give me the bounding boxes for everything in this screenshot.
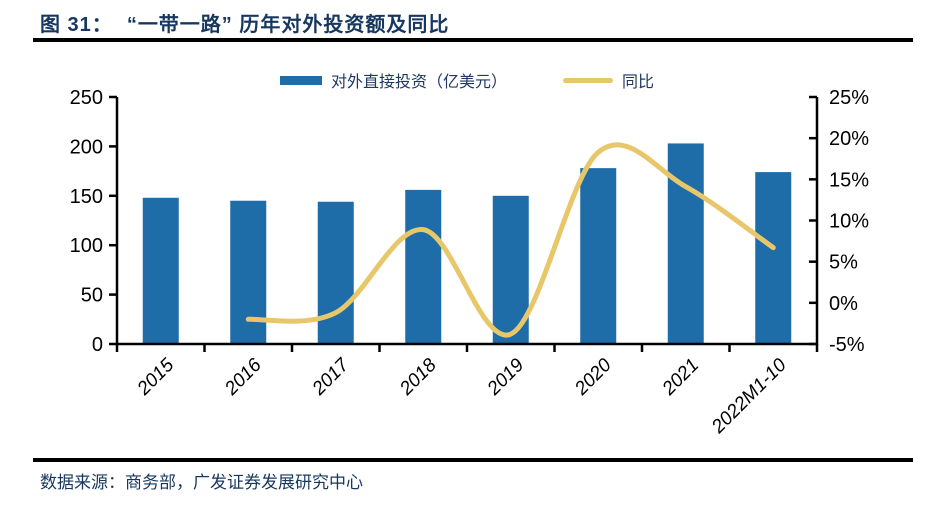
right-axis-label: 5% <box>829 252 858 274</box>
x-axis-label-2021: 2021 <box>658 355 703 400</box>
bar-2022M1-10 <box>755 172 792 344</box>
x-axis-label-2017: 2017 <box>308 354 354 400</box>
figure-title-text: “一带一路” 历年对外投资额及同比 <box>126 14 450 36</box>
legend-item-investment: 对外直接投资（亿美元） <box>279 68 507 92</box>
left-axis-label: 200 <box>70 136 103 158</box>
right-axis-label: 25% <box>829 87 869 109</box>
x-axis-label-2022M1-10: 2022M1-10 <box>707 354 791 438</box>
x-axis-label-2015: 2015 <box>133 354 179 400</box>
x-axis-label-2016: 2016 <box>220 354 266 400</box>
left-axis-label: 150 <box>70 186 103 208</box>
x-axis-label-2018: 2018 <box>395 354 441 400</box>
chart-legend: 对外直接投资（亿美元） 同比 <box>117 68 817 92</box>
legend-label-investment: 对外直接投资（亿美元） <box>330 74 507 91</box>
right-axis-label: 10% <box>829 211 869 233</box>
left-axis-label: 100 <box>70 235 103 257</box>
footer-divider <box>33 458 913 462</box>
figure-number: 图 31： <box>40 14 113 36</box>
bar-series-swatch <box>279 75 322 85</box>
right-axis-label: 20% <box>829 128 869 150</box>
legend-item-yoy: 同比 <box>563 68 654 92</box>
right-axis-label: 0% <box>829 293 858 315</box>
bar-2017 <box>317 201 354 344</box>
line-series-swatch <box>563 77 613 83</box>
legend-label-yoy: 同比 <box>622 74 655 91</box>
left-axis-label: 0 <box>92 334 103 356</box>
bar-2018 <box>405 189 442 344</box>
bar-2015 <box>142 197 179 344</box>
bar-2016 <box>230 200 267 344</box>
combo-chart: 0 50 100 150 200 250 -5% 0% 5% 10% 15% 20% 25% 2015 20… <box>70 87 870 438</box>
bar-2020 <box>580 168 617 344</box>
figure-title: 图 31： “一带一路” 历年对外投资额及同比 <box>40 8 449 37</box>
bar-2021 <box>667 143 704 344</box>
yoy-line <box>245 142 776 338</box>
x-axis-label-2020: 2020 <box>570 354 616 400</box>
right-axis-label: -5% <box>829 334 865 356</box>
data-source: 数据来源：商务部，广发证券发展研究中心 <box>40 473 363 492</box>
title-divider <box>33 38 913 42</box>
x-axis-label-2019: 2019 <box>483 354 529 400</box>
left-axis-label: 50 <box>81 285 103 307</box>
right-axis-label: 15% <box>829 169 869 191</box>
left-axis-label: 250 <box>70 87 103 109</box>
